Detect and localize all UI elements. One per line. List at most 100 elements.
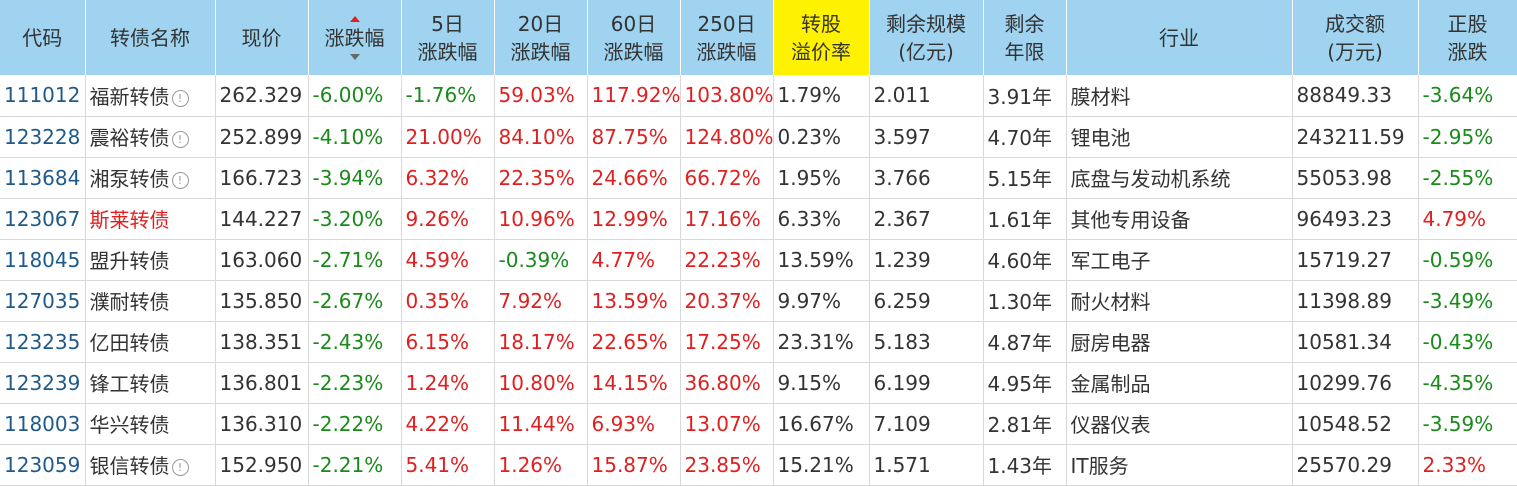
header-change[interactable]: 涨跌幅 bbox=[308, 0, 402, 75]
header-5d-line1: 5日 bbox=[431, 11, 464, 36]
cell-premium: 15.21% bbox=[773, 444, 870, 486]
table-row[interactable]: 127035 濮耐转债 135.850 -2.67% 0.35% 7.92% 13.59% 2… bbox=[0, 280, 1517, 322]
cell-premium: 9.15% bbox=[773, 362, 870, 404]
cell-name[interactable]: 锋工转债 bbox=[85, 362, 216, 404]
bond-name[interactable]: 湘泵转债 bbox=[89, 167, 170, 191]
cell-industry[interactable]: 耐火材料 bbox=[1066, 280, 1293, 322]
cell-industry[interactable]: 金属制品 bbox=[1066, 362, 1293, 404]
cell-code[interactable]: 123228 bbox=[0, 116, 86, 158]
cell-code[interactable]: 123235 bbox=[0, 321, 86, 363]
cell-code[interactable]: 118045 bbox=[0, 239, 86, 281]
cell-code[interactable]: 123059 bbox=[0, 444, 86, 486]
cell-d5: 6.32% bbox=[401, 157, 495, 199]
header-volume-line1: 成交额 bbox=[1325, 11, 1385, 36]
cell-years: 4.87年 bbox=[983, 321, 1067, 363]
cell-name[interactable]: 盟升转债 bbox=[85, 239, 216, 281]
cell-name[interactable]: 震裕转债! bbox=[85, 116, 216, 158]
bond-name[interactable]: 华兴转债 bbox=[89, 413, 170, 437]
info-icon[interactable]: ! bbox=[171, 131, 189, 148]
header-years[interactable]: 剩余 年限 bbox=[983, 0, 1067, 75]
header-premium-line2: 溢价率 bbox=[791, 39, 851, 64]
bond-name[interactable]: 斯莱转债 bbox=[89, 208, 170, 232]
cell-name[interactable]: 福新转债! bbox=[85, 75, 216, 117]
cell-d20: 84.10% bbox=[494, 116, 588, 158]
cell-change: -3.20% bbox=[308, 198, 402, 240]
cell-code[interactable]: 118003 bbox=[0, 403, 86, 445]
info-icon[interactable]: ! bbox=[171, 172, 189, 189]
header-60d-line2: 涨跌幅 bbox=[603, 39, 664, 64]
cell-d20: 22.35% bbox=[494, 157, 588, 199]
cell-industry[interactable]: 军工电子 bbox=[1066, 239, 1293, 281]
cell-premium: 23.31% bbox=[773, 321, 870, 363]
table-row[interactable]: 118045 盟升转债 163.060 -2.71% 4.59% -0.39% 4.77% 2… bbox=[0, 239, 1517, 281]
header-60d[interactable]: 60日 涨跌幅 bbox=[587, 0, 681, 75]
cell-industry[interactable]: IT服务 bbox=[1066, 444, 1293, 486]
cell-d250: 17.25% bbox=[680, 321, 774, 363]
header-250d[interactable]: 250日 涨跌幅 bbox=[680, 0, 774, 75]
cell-name[interactable]: 亿田转债 bbox=[85, 321, 216, 363]
header-stock[interactable]: 正股 涨跌 bbox=[1418, 0, 1517, 75]
cell-change: -3.94% bbox=[308, 157, 402, 199]
cell-name[interactable]: 湘泵转债! bbox=[85, 157, 216, 199]
table-row[interactable]: 113684 湘泵转债! 166.723 -3.94% 6.32% 22.35% 24.66… bbox=[0, 157, 1517, 199]
cell-change: -2.71% bbox=[308, 239, 402, 281]
info-icon[interactable]: ! bbox=[171, 459, 189, 476]
cell-change: -4.10% bbox=[308, 116, 402, 158]
table-row[interactable]: 111012 福新转债! 262.329 -6.00% -1.76% 59.03% 117.… bbox=[0, 75, 1517, 117]
cell-change: -2.22% bbox=[308, 403, 402, 445]
cell-volume: 25570.29 bbox=[1292, 444, 1419, 486]
header-5d-line2: 涨跌幅 bbox=[417, 39, 478, 64]
cell-name[interactable]: 斯莱转债 bbox=[85, 198, 216, 240]
cell-d5: 21.00% bbox=[401, 116, 495, 158]
bond-name[interactable]: 银信转债 bbox=[89, 454, 170, 478]
header-scale[interactable]: 剩余规模 (亿元) bbox=[869, 0, 984, 75]
table-row[interactable]: 123239 锋工转债 136.801 -2.23% 1.24% 10.80% 14.15%… bbox=[0, 362, 1517, 404]
cell-code[interactable]: 127035 bbox=[0, 280, 86, 322]
cell-name[interactable]: 濮耐转债 bbox=[85, 280, 216, 322]
cell-code[interactable]: 123067 bbox=[0, 198, 86, 240]
table-row[interactable]: 118003 华兴转债 136.310 -2.22% 4.22% 11.44% 6.93% 1… bbox=[0, 403, 1517, 445]
cell-d20: 10.96% bbox=[494, 198, 588, 240]
cell-industry[interactable]: 底盘与发动机系统 bbox=[1066, 157, 1293, 199]
bond-name[interactable]: 震裕转债 bbox=[89, 126, 170, 150]
table-row[interactable]: 123059 银信转债! 152.950 -2.21% 5.41% 1.26% 15.87%… bbox=[0, 444, 1517, 486]
bond-name[interactable]: 福新转债 bbox=[89, 84, 170, 109]
cell-industry[interactable]: 厨房电器 bbox=[1066, 321, 1293, 363]
header-industry[interactable]: 行业 bbox=[1066, 0, 1293, 75]
header-premium[interactable]: 转股 溢价率 bbox=[773, 0, 870, 75]
header-name[interactable]: 转债名称 bbox=[85, 0, 216, 75]
cell-volume: 10548.52 bbox=[1292, 403, 1419, 445]
header-volume[interactable]: 成交额 (万元) bbox=[1292, 0, 1419, 75]
header-5d[interactable]: 5日涨跌幅 bbox=[401, 0, 495, 75]
cell-d20: 10.80% bbox=[494, 362, 588, 404]
header-volume-line2: (万元) bbox=[1327, 39, 1383, 64]
cell-name[interactable]: 华兴转债 bbox=[85, 403, 216, 445]
cell-industry[interactable]: 其他专用设备 bbox=[1066, 198, 1293, 240]
header-price[interactable]: 现价 bbox=[215, 0, 309, 75]
cell-code[interactable]: 123239 bbox=[0, 362, 86, 404]
table-row[interactable]: 123228 震裕转债! 252.899 -4.10% 21.00% 84.10% 87.7… bbox=[0, 116, 1517, 158]
header-code[interactable]: 代码 bbox=[0, 0, 86, 75]
cell-d20: 59.03% bbox=[494, 75, 588, 117]
cell-code[interactable]: 113684 bbox=[0, 157, 86, 199]
bond-name[interactable]: 濮耐转债 bbox=[89, 290, 170, 314]
cell-d20: 1.26% bbox=[494, 444, 588, 486]
cell-industry[interactable]: 仪器仪表 bbox=[1066, 403, 1293, 445]
header-premium-line1: 转股 bbox=[801, 11, 841, 36]
cell-industry[interactable]: 锂电池 bbox=[1066, 116, 1293, 158]
table-row[interactable]: 123235 亿田转债 138.351 -2.43% 6.15% 18.17% 22.65%… bbox=[0, 321, 1517, 363]
bond-name[interactable]: 锋工转债 bbox=[89, 372, 170, 396]
header-20d[interactable]: 20日 涨跌幅 bbox=[494, 0, 588, 75]
cell-name[interactable]: 银信转债! bbox=[85, 444, 216, 486]
cell-industry[interactable]: 膜材料 bbox=[1066, 75, 1293, 117]
info-icon[interactable]: ! bbox=[171, 89, 189, 107]
cell-code[interactable]: 111012 bbox=[0, 75, 86, 117]
header-scale-line1: 剩余规模 bbox=[886, 11, 966, 36]
table-row[interactable]: 123067 斯莱转债 144.227 -3.20% 9.26% 10.96% 12.99%… bbox=[0, 198, 1517, 240]
cell-volume: 10581.34 bbox=[1292, 321, 1419, 363]
cell-years: 1.61年 bbox=[983, 198, 1067, 240]
bond-name[interactable]: 盟升转债 bbox=[89, 249, 170, 273]
cell-scale: 1.239 bbox=[869, 239, 984, 281]
bond-name[interactable]: 亿田转债 bbox=[89, 331, 170, 355]
cell-d5: 1.24% bbox=[401, 362, 495, 404]
